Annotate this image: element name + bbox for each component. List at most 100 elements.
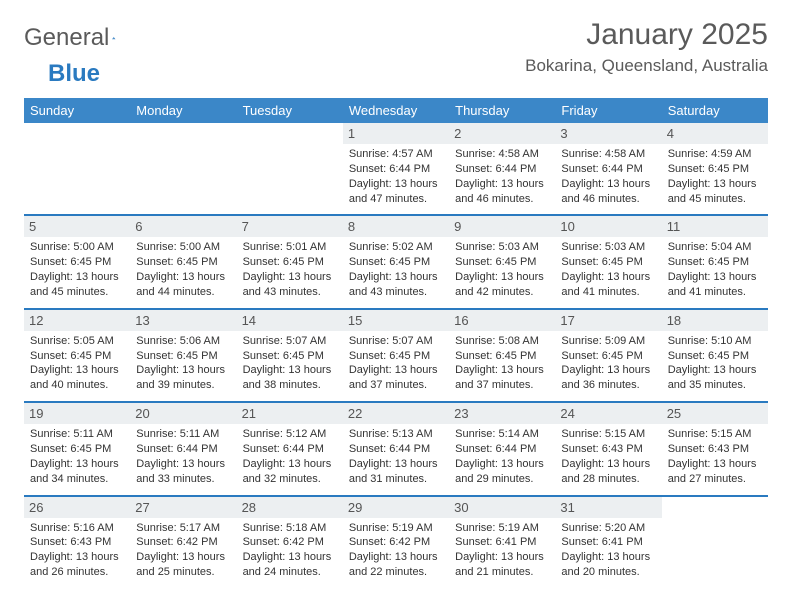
day-number: 27 bbox=[130, 497, 236, 518]
day-cell: 19Sunrise: 5:11 AMSunset: 6:45 PMDayligh… bbox=[24, 402, 130, 495]
day-number: 13 bbox=[130, 310, 236, 331]
day-number: 19 bbox=[24, 403, 130, 424]
day-cell: 23Sunrise: 5:14 AMSunset: 6:44 PMDayligh… bbox=[449, 402, 555, 495]
day-number: 28 bbox=[237, 497, 343, 518]
sunrise-text: Sunrise: 5:10 AM bbox=[668, 334, 762, 349]
sunrise-text: Sunrise: 5:00 AM bbox=[30, 240, 124, 255]
week-row: 5Sunrise: 5:00 AMSunset: 6:45 PMDaylight… bbox=[24, 215, 768, 308]
daylight-text: Daylight: 13 hours bbox=[243, 550, 337, 565]
day-cell: . bbox=[130, 123, 236, 215]
day-info: Sunrise: 5:07 AMSunset: 6:45 PMDaylight:… bbox=[243, 334, 337, 393]
sunset-text: Sunset: 6:42 PM bbox=[243, 535, 337, 550]
sunrise-text: Sunrise: 5:00 AM bbox=[136, 240, 230, 255]
daylight-text: Daylight: 13 hours bbox=[349, 457, 443, 472]
daylight-text: Daylight: 13 hours bbox=[30, 363, 124, 378]
sunset-text: Sunset: 6:45 PM bbox=[561, 255, 655, 270]
day-info: Sunrise: 5:20 AMSunset: 6:41 PMDaylight:… bbox=[561, 521, 655, 580]
day-info: Sunrise: 5:18 AMSunset: 6:42 PMDaylight:… bbox=[243, 521, 337, 580]
day-number: 18 bbox=[662, 310, 768, 331]
sunrise-text: Sunrise: 5:04 AM bbox=[668, 240, 762, 255]
daylight-text: and 28 minutes. bbox=[561, 472, 655, 487]
daylight-text: and 27 minutes. bbox=[668, 472, 762, 487]
daylight-text: and 39 minutes. bbox=[136, 378, 230, 393]
sunset-text: Sunset: 6:45 PM bbox=[455, 349, 549, 364]
daylight-text: Daylight: 13 hours bbox=[455, 177, 549, 192]
day-cell: 17Sunrise: 5:09 AMSunset: 6:45 PMDayligh… bbox=[555, 309, 661, 402]
day-info: Sunrise: 5:14 AMSunset: 6:44 PMDaylight:… bbox=[455, 427, 549, 486]
daylight-text: and 38 minutes. bbox=[243, 378, 337, 393]
day-cell: 9Sunrise: 5:03 AMSunset: 6:45 PMDaylight… bbox=[449, 215, 555, 308]
daylight-text: Daylight: 13 hours bbox=[136, 550, 230, 565]
day-cell: 8Sunrise: 5:02 AMSunset: 6:45 PMDaylight… bbox=[343, 215, 449, 308]
sunrise-text: Sunrise: 4:58 AM bbox=[455, 147, 549, 162]
daylight-text: Daylight: 13 hours bbox=[243, 270, 337, 285]
sunrise-text: Sunrise: 5:05 AM bbox=[30, 334, 124, 349]
day-info: Sunrise: 4:59 AMSunset: 6:45 PMDaylight:… bbox=[668, 147, 762, 206]
col-saturday: Saturday bbox=[662, 98, 768, 123]
daylight-text: and 25 minutes. bbox=[136, 565, 230, 580]
sunset-text: Sunset: 6:43 PM bbox=[561, 442, 655, 457]
daylight-text: and 20 minutes. bbox=[561, 565, 655, 580]
day-cell: 22Sunrise: 5:13 AMSunset: 6:44 PMDayligh… bbox=[343, 402, 449, 495]
day-cell: 30Sunrise: 5:19 AMSunset: 6:41 PMDayligh… bbox=[449, 496, 555, 588]
logo-word2: Blue bbox=[48, 60, 100, 88]
calendar-page: General January 2025 Bokarina, Queenslan… bbox=[0, 0, 792, 606]
sunrise-text: Sunrise: 5:03 AM bbox=[455, 240, 549, 255]
daylight-text: and 43 minutes. bbox=[243, 285, 337, 300]
day-number: 29 bbox=[343, 497, 449, 518]
day-info: Sunrise: 5:03 AMSunset: 6:45 PMDaylight:… bbox=[455, 240, 549, 299]
day-number: 12 bbox=[24, 310, 130, 331]
day-cell: 16Sunrise: 5:08 AMSunset: 6:45 PMDayligh… bbox=[449, 309, 555, 402]
day-number: 11 bbox=[662, 216, 768, 237]
day-cell: 29 Sunrise: 5:19 AMSunset: 6:42 PMDayligh… bbox=[343, 496, 449, 588]
sunset-text: Sunset: 6:43 PM bbox=[30, 535, 124, 550]
day-cell: 20Sunrise: 5:11 AMSunset: 6:44 PMDayligh… bbox=[130, 402, 236, 495]
day-cell: . bbox=[237, 123, 343, 215]
sunrise-text: Sunrise: 5:15 AM bbox=[668, 427, 762, 442]
daylight-text: Daylight: 13 hours bbox=[349, 363, 443, 378]
daylight-text: Daylight: 13 hours bbox=[455, 457, 549, 472]
day-info: Sunrise: 5:00 AMSunset: 6:45 PMDaylight:… bbox=[30, 240, 124, 299]
day-number: 4 bbox=[662, 123, 768, 144]
day-cell: 13 Sunrise: 5:06 AMSunset: 6:45 PMDayligh… bbox=[130, 309, 236, 402]
daylight-text: Daylight: 13 hours bbox=[30, 457, 124, 472]
daylight-text: Daylight: 13 hours bbox=[561, 363, 655, 378]
daylight-text: and 21 minutes. bbox=[455, 565, 549, 580]
brand-logo: General bbox=[24, 24, 136, 52]
day-cell: . bbox=[662, 496, 768, 588]
day-info: Sunrise: 5:11 AMSunset: 6:44 PMDaylight:… bbox=[136, 427, 230, 486]
day-cell: 4 Sunrise: 4:59 AMSunset: 6:45 PMDaylight… bbox=[662, 123, 768, 215]
daylight-text: Daylight: 13 hours bbox=[561, 177, 655, 192]
day-info: Sunrise: 5:12 AMSunset: 6:44 PMDaylight:… bbox=[243, 427, 337, 486]
calendar-table: Sunday Monday Tuesday Wednesday Thursday… bbox=[24, 98, 768, 588]
day-info: Sunrise: 5:06 AMSunset: 6:45 PMDaylight:… bbox=[136, 334, 230, 393]
daylight-text: and 41 minutes. bbox=[668, 285, 762, 300]
daylight-text: Daylight: 13 hours bbox=[30, 270, 124, 285]
day-cell: 11Sunrise: 5:04 AMSunset: 6:45 PMDayligh… bbox=[662, 215, 768, 308]
sunset-text: Sunset: 6:45 PM bbox=[136, 349, 230, 364]
sunset-text: Sunset: 6:41 PM bbox=[561, 535, 655, 550]
sunrise-text: Sunrise: 5:12 AM bbox=[243, 427, 337, 442]
sunrise-text: Sunrise: 5:11 AM bbox=[136, 427, 230, 442]
sunset-text: Sunset: 6:45 PM bbox=[243, 349, 337, 364]
sunset-text: Sunset: 6:45 PM bbox=[349, 255, 443, 270]
day-info: Sunrise: 5:05 AMSunset: 6:45 PMDaylight:… bbox=[30, 334, 124, 393]
day-info: Sunrise: 5:08 AMSunset: 6:45 PMDaylight:… bbox=[455, 334, 549, 393]
day-info: Sunrise: 5:19 AMSunset: 6:41 PMDaylight:… bbox=[455, 521, 549, 580]
day-info: Sunrise: 5:02 AMSunset: 6:45 PMDaylight:… bbox=[349, 240, 443, 299]
daylight-text: Daylight: 13 hours bbox=[668, 270, 762, 285]
daylight-text: and 42 minutes. bbox=[455, 285, 549, 300]
day-info: Sunrise: 5:15 AMSunset: 6:43 PMDaylight:… bbox=[561, 427, 655, 486]
day-info: Sunrise: 5:01 AMSunset: 6:45 PMDaylight:… bbox=[243, 240, 337, 299]
daylight-text: and 43 minutes. bbox=[349, 285, 443, 300]
day-number: 2 bbox=[449, 123, 555, 144]
sunset-text: Sunset: 6:45 PM bbox=[668, 349, 762, 364]
sunrise-text: Sunrise: 5:17 AM bbox=[136, 521, 230, 536]
day-info: Sunrise: 5:19 AMSunset: 6:42 PMDaylight:… bbox=[349, 521, 443, 580]
daylight-text: Daylight: 13 hours bbox=[243, 363, 337, 378]
daylight-text: and 34 minutes. bbox=[30, 472, 124, 487]
day-number: 17 bbox=[555, 310, 661, 331]
week-row: 12Sunrise: 5:05 AMSunset: 6:45 PMDayligh… bbox=[24, 309, 768, 402]
day-info: Sunrise: 5:15 AMSunset: 6:43 PMDaylight:… bbox=[668, 427, 762, 486]
daylight-text: and 46 minutes. bbox=[455, 192, 549, 207]
